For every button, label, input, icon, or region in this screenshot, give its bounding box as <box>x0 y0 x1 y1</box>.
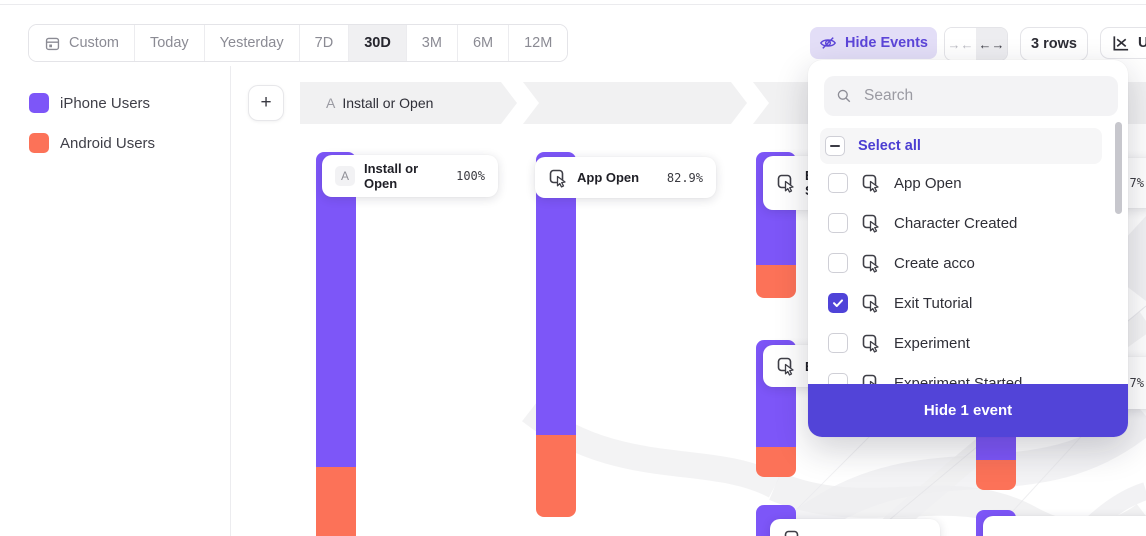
event-row-experiment[interactable]: Experiment <box>808 323 1108 363</box>
step-a-badge: A <box>335 166 355 186</box>
date-range-today[interactable]: Today <box>134 25 205 61</box>
step-header-install-or-open[interactable]: A Install or Open <box>300 82 517 124</box>
bar-appopen-iphone[interactable] <box>536 152 576 435</box>
chart-axis-icon <box>1113 35 1129 51</box>
event-icon <box>862 174 879 193</box>
bar-step4-row2-android[interactable] <box>976 460 1016 490</box>
event-icon <box>862 294 879 313</box>
event-row-exit-tutorial[interactable]: Exit Tutorial <box>808 283 1108 323</box>
collapse-arrows-icon: →← <box>947 36 974 52</box>
bar-appopen-android[interactable] <box>536 435 576 517</box>
event-search-input[interactable] <box>862 86 1106 106</box>
event-checkbox[interactable] <box>828 213 848 233</box>
event-search-box <box>824 76 1118 116</box>
conversion-pct: 100% <box>456 169 485 183</box>
search-icon <box>837 89 851 103</box>
step-header-2[interactable] <box>523 82 747 124</box>
add-step-button[interactable]: + <box>248 85 284 121</box>
bar-step3-row2-android[interactable] <box>756 447 796 477</box>
node-card-step3-row3[interactable] <box>770 519 940 536</box>
top-border <box>0 4 1146 5</box>
check-icon <box>833 299 843 307</box>
legend-label: iPhone Users <box>60 94 151 112</box>
calendar-icon <box>45 37 60 50</box>
event-icon <box>549 169 566 188</box>
event-icon <box>862 334 879 353</box>
node-card-install-or-open[interactable]: A Install or Open 100% <box>322 155 498 197</box>
event-icon <box>784 530 799 536</box>
expand-arrows-icon: ←→ <box>978 36 1005 52</box>
date-range-7d[interactable]: 7D <box>299 25 350 61</box>
date-range-custom[interactable]: Custom <box>29 25 135 61</box>
chart-type-button[interactable]: U <box>1100 27 1146 59</box>
step-label: Install or Open <box>342 95 434 111</box>
rows-count-button[interactable]: 3 rows <box>1020 27 1088 61</box>
conversion-pct: 82.9% <box>666 170 703 185</box>
event-icon <box>777 174 794 193</box>
iphone-users-swatch <box>29 93 49 113</box>
date-range-6m[interactable]: 6M <box>457 25 510 61</box>
dropdown-scrollbar[interactable] <box>1115 122 1122 214</box>
date-range-30d[interactable]: 30D <box>349 25 407 61</box>
event-checkbox[interactable] <box>828 253 848 273</box>
expand-columns-button[interactable]: ←→ <box>976 28 1007 60</box>
bar-install-iphone[interactable] <box>316 152 356 467</box>
event-row-create-acco[interactable]: Create acco <box>808 243 1108 283</box>
bar-install-android[interactable] <box>316 467 356 536</box>
legend-label: Android Users <box>60 134 156 152</box>
date-range-3m[interactable]: 3M <box>406 25 458 61</box>
step-letter: A <box>326 95 336 111</box>
panel-divider <box>230 66 231 536</box>
plus-icon: + <box>260 92 272 113</box>
event-row-character-created[interactable]: Character Created <box>808 203 1108 243</box>
hide-events-label: Hide Events <box>845 35 928 51</box>
date-range-label: Custom <box>69 35 119 51</box>
legend-item-iphone-users[interactable]: iPhone Users <box>29 93 150 113</box>
node-card-step4-row3[interactable] <box>983 516 1146 536</box>
select-all-row[interactable]: Select all <box>820 128 1102 164</box>
hide-events-confirm-button[interactable]: Hide 1 event <box>808 384 1128 437</box>
hide-events-dropdown: Select all App Open Character Created <box>808 60 1128 437</box>
event-icon <box>862 214 879 233</box>
bar-step3-row1-android[interactable] <box>756 265 796 298</box>
android-users-swatch <box>29 133 49 153</box>
date-range-selector: Custom Today Yesterday 7D 30D 3M 6M 12M <box>28 24 569 62</box>
collapse-columns-button[interactable]: →← <box>945 28 976 60</box>
date-range-12m[interactable]: 12M <box>509 25 568 61</box>
row-width-toggle: →← ←→ <box>944 27 1008 61</box>
date-range-yesterday[interactable]: Yesterday <box>204 25 300 61</box>
eye-off-icon <box>819 37 837 49</box>
event-icon <box>862 254 879 273</box>
event-checkbox-checked[interactable] <box>828 293 848 313</box>
event-icon <box>777 357 794 376</box>
node-card-app-open[interactable]: App Open 82.9% <box>535 157 716 198</box>
event-checkbox[interactable] <box>828 173 848 193</box>
select-all-checkbox[interactable] <box>825 136 845 156</box>
hide-events-button[interactable]: Hide Events <box>810 27 937 59</box>
event-row-app-open[interactable]: App Open <box>808 163 1108 203</box>
indeterminate-icon <box>830 145 840 147</box>
legend-item-android-users[interactable]: Android Users <box>29 133 155 153</box>
event-checkbox[interactable] <box>828 333 848 353</box>
select-all-label: Select all <box>858 138 921 154</box>
